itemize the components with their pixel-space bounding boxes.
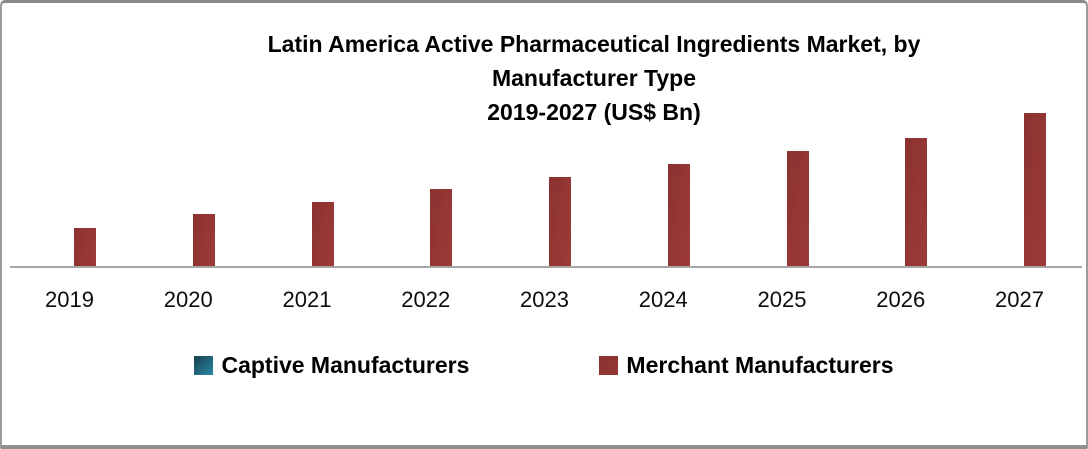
bar-merchant-2025 (786, 151, 809, 266)
bar-captive-2021 (281, 176, 303, 266)
x-axis-line (10, 266, 1082, 268)
x-axis-label-2027: 2027 (995, 287, 1044, 312)
x-axis-label-2020: 2020 (163, 287, 213, 312)
plot-area (2, 3, 1086, 445)
bar-captive-2024 (637, 138, 659, 266)
legend-label-merchant: Merchant Manufacturers (626, 352, 894, 378)
chart-title-line3: 2019-2027 (US$ Bn) (487, 99, 701, 125)
bar-captive-2025 (756, 125, 778, 266)
legend-item-captive: Captive Manufacturers (194, 352, 469, 379)
chart-title-line1: Latin America Active Pharmaceutical Ingr… (267, 31, 921, 57)
bar-merchant-2024 (667, 164, 690, 266)
bar-merchant-2026 (905, 138, 928, 266)
legend-item-merchant: Merchant Manufacturers (599, 352, 894, 379)
x-axis-label-2025: 2025 (757, 287, 807, 312)
legend-swatch-merchant-icon (599, 356, 619, 375)
legend: Captive Manufacturers Merchant Manufactur… (2, 352, 1086, 379)
bar-captive-2022 (399, 164, 421, 266)
chart-title-line2: Manufacturer Type (491, 65, 697, 91)
legend-swatch-captive-icon (194, 356, 214, 375)
x-axis-label-2021: 2021 (282, 287, 332, 312)
bar-merchant-2027 (1024, 113, 1046, 266)
x-axis-label-2022: 2022 (401, 287, 451, 312)
bar-captive-2026 (874, 112, 896, 266)
bar-captive-2020 (162, 189, 184, 266)
bar-merchant-2020 (192, 214, 215, 266)
x-axis-label-2023: 2023 (520, 287, 569, 312)
x-axis-label-2026: 2026 (876, 287, 926, 312)
bar-captive-2027 (993, 87, 1015, 266)
x-axis-label-2024: 2024 (638, 287, 688, 312)
bar-merchant-2023 (549, 177, 571, 266)
legend-label-captive: Captive Manufacturers (221, 352, 470, 378)
chart-title: Latin America Active Pharmaceutical Ingr… (268, 27, 921, 129)
bar-merchant-2019 (74, 228, 96, 266)
bar-captive-2019 (43, 202, 65, 266)
bar-captive-2023 (518, 151, 540, 266)
bar-merchant-2022 (430, 189, 453, 266)
bar-merchant-2021 (311, 202, 334, 266)
x-axis-label-2019: 2019 (45, 287, 94, 312)
